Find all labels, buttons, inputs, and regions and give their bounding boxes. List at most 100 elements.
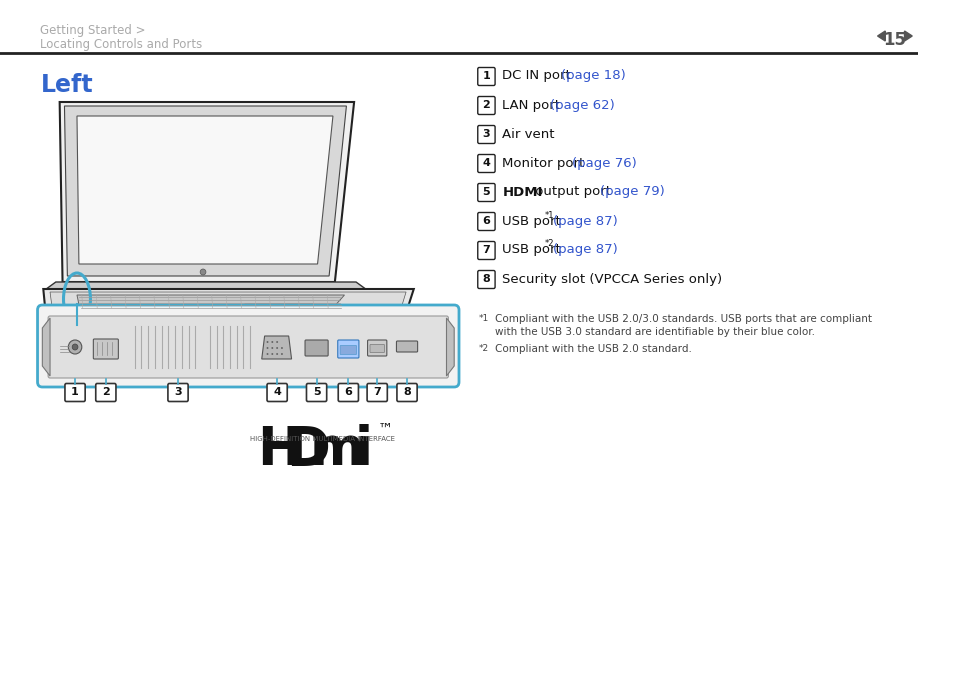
FancyBboxPatch shape — [367, 384, 387, 402]
Text: 8: 8 — [482, 274, 490, 284]
Circle shape — [275, 353, 278, 355]
Text: (page 76): (page 76) — [571, 156, 636, 169]
FancyBboxPatch shape — [93, 339, 118, 359]
FancyBboxPatch shape — [48, 316, 448, 378]
Polygon shape — [42, 318, 50, 376]
Circle shape — [266, 347, 268, 349]
Text: Left: Left — [40, 73, 93, 97]
Text: 2: 2 — [102, 387, 110, 397]
Text: *1: *1 — [544, 210, 554, 220]
Text: m: m — [309, 424, 364, 476]
Text: Locating Controls and Ports: Locating Controls and Ports — [40, 38, 202, 51]
Text: *2: *2 — [544, 239, 554, 249]
Text: HIGH-DEFINITION MULTIMEDIA INTERFACE: HIGH-DEFINITION MULTIMEDIA INTERFACE — [250, 436, 395, 442]
Text: 8: 8 — [403, 387, 411, 397]
Text: 1: 1 — [482, 71, 490, 81]
Polygon shape — [77, 116, 333, 264]
Text: (page 62): (page 62) — [550, 98, 615, 111]
FancyBboxPatch shape — [37, 305, 458, 387]
Circle shape — [275, 347, 278, 349]
Text: *2: *2 — [478, 344, 489, 353]
Text: 4: 4 — [273, 387, 281, 397]
Polygon shape — [261, 336, 292, 359]
FancyBboxPatch shape — [477, 154, 495, 173]
FancyBboxPatch shape — [477, 183, 495, 202]
Text: Security slot (VPCCA Series only): Security slot (VPCCA Series only) — [502, 272, 721, 286]
Text: DC IN port: DC IN port — [502, 69, 575, 82]
Text: *1: *1 — [478, 314, 489, 323]
FancyBboxPatch shape — [168, 384, 188, 402]
Text: 4: 4 — [482, 158, 490, 168]
FancyBboxPatch shape — [477, 212, 495, 231]
Polygon shape — [446, 318, 454, 376]
FancyBboxPatch shape — [477, 125, 495, 144]
FancyBboxPatch shape — [396, 341, 417, 352]
Text: (page 87): (page 87) — [552, 214, 617, 228]
Circle shape — [271, 353, 273, 355]
Text: ™: ™ — [377, 422, 393, 437]
Text: 7: 7 — [482, 245, 490, 255]
Polygon shape — [903, 31, 911, 41]
Text: 15: 15 — [882, 31, 905, 49]
FancyBboxPatch shape — [65, 384, 85, 402]
Circle shape — [275, 341, 278, 343]
Text: LAN port: LAN port — [502, 98, 564, 111]
FancyBboxPatch shape — [338, 384, 358, 402]
Text: 1: 1 — [71, 387, 79, 397]
Text: HDMI: HDMI — [502, 185, 542, 199]
Circle shape — [281, 353, 283, 355]
Polygon shape — [50, 292, 406, 314]
Text: 5: 5 — [482, 187, 490, 197]
Text: (page 87): (page 87) — [552, 243, 617, 257]
FancyBboxPatch shape — [95, 384, 116, 402]
Text: D: D — [286, 424, 330, 476]
Text: (page 18): (page 18) — [560, 69, 625, 82]
FancyBboxPatch shape — [396, 384, 416, 402]
FancyBboxPatch shape — [340, 346, 356, 355]
Text: 2: 2 — [482, 100, 490, 110]
Circle shape — [72, 344, 78, 350]
Text: i: i — [355, 424, 373, 476]
Circle shape — [271, 341, 273, 343]
Polygon shape — [65, 106, 346, 276]
FancyBboxPatch shape — [267, 384, 287, 402]
Text: output port: output port — [531, 185, 615, 199]
Circle shape — [271, 347, 273, 349]
Text: Air vent: Air vent — [502, 127, 555, 140]
Text: Compliant with the USB 2.0/3.0 standards. USB ports that are compliant: Compliant with the USB 2.0/3.0 standards… — [494, 314, 871, 324]
Text: Monitor port: Monitor port — [502, 156, 588, 169]
FancyBboxPatch shape — [477, 67, 495, 86]
Text: 3: 3 — [174, 387, 182, 397]
FancyBboxPatch shape — [306, 384, 326, 402]
Text: 6: 6 — [482, 216, 490, 226]
Text: 3: 3 — [482, 129, 490, 139]
FancyBboxPatch shape — [477, 270, 495, 288]
Polygon shape — [43, 289, 414, 319]
Polygon shape — [877, 31, 884, 41]
Text: H: H — [256, 424, 301, 476]
Text: Getting Started >: Getting Started > — [40, 24, 146, 37]
FancyBboxPatch shape — [305, 340, 328, 356]
Polygon shape — [60, 102, 354, 282]
FancyBboxPatch shape — [367, 340, 386, 356]
FancyBboxPatch shape — [244, 304, 314, 317]
Circle shape — [200, 269, 206, 275]
Text: 6: 6 — [344, 387, 352, 397]
FancyBboxPatch shape — [370, 344, 384, 353]
Text: with the USB 3.0 standard are identifiable by their blue color.: with the USB 3.0 standard are identifiab… — [494, 327, 814, 337]
FancyBboxPatch shape — [477, 241, 495, 259]
Text: Compliant with the USB 2.0 standard.: Compliant with the USB 2.0 standard. — [494, 344, 691, 354]
Circle shape — [266, 353, 268, 355]
FancyBboxPatch shape — [477, 96, 495, 115]
FancyBboxPatch shape — [337, 340, 358, 358]
Text: (page 79): (page 79) — [599, 185, 664, 199]
Text: USB port: USB port — [502, 214, 560, 228]
Polygon shape — [77, 295, 344, 309]
Text: 7: 7 — [373, 387, 380, 397]
Circle shape — [281, 347, 283, 349]
Circle shape — [69, 340, 82, 354]
Text: USB port: USB port — [502, 243, 560, 257]
Polygon shape — [46, 282, 365, 289]
Circle shape — [266, 341, 268, 343]
Text: 5: 5 — [313, 387, 320, 397]
